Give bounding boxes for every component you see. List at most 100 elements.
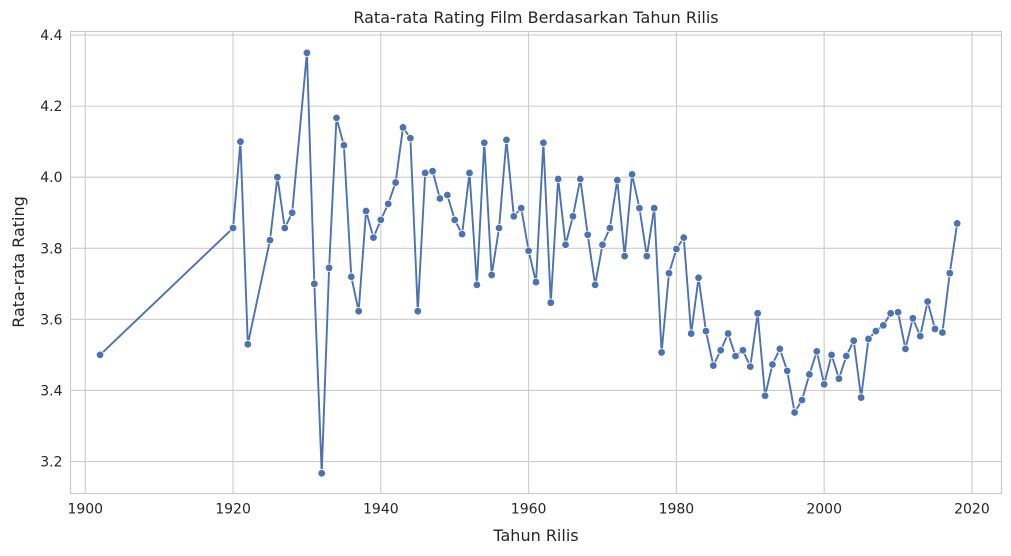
data-point [864,334,873,344]
data-point [952,219,962,228]
data-point [413,306,422,316]
data-point [908,314,918,323]
y-tick-label: 4.4 [40,28,62,44]
data-point [443,190,452,200]
data-point [716,346,725,355]
y-axis-label: Rata-rata Rating [9,196,28,328]
data-point [391,178,400,187]
x-tick-labels: 1900 1920 1940 1960 1980 2000 2020 [67,502,989,518]
data-point [465,168,474,178]
data-point [590,280,600,290]
grid-lines [70,31,1002,494]
data-point [731,351,740,361]
data-point [95,350,105,360]
data-point [760,391,770,400]
data-point [236,137,245,146]
data-point [502,135,511,145]
y-tick-label: 4.2 [40,99,62,115]
data-point [819,380,829,389]
data-point [746,362,755,371]
data-point [627,170,637,179]
data-point [531,277,541,287]
data-point [709,361,718,370]
data-point [398,123,408,132]
data-point [916,331,925,341]
x-tick-label: 1920 [215,502,251,518]
plot-area [69,30,1003,495]
data-point [650,203,659,213]
data-point [568,212,578,221]
data-point [347,272,356,281]
data-point [635,203,644,213]
data-point [620,251,629,261]
data-point [938,328,947,337]
data-point [923,297,932,306]
data-point [494,223,504,233]
x-tick-label: 1980 [659,502,695,518]
data-point [376,215,386,225]
data-point [642,251,652,261]
data-point [701,326,711,336]
data-point [243,340,253,349]
data-point [893,308,903,317]
data-point [856,393,866,402]
data-point [287,208,297,217]
data-point [317,469,326,478]
data-point [686,329,696,338]
data-point [723,329,733,338]
data-point [339,141,349,150]
data-point [517,203,526,213]
data-point [657,348,666,357]
data-point [354,306,363,316]
data-point [930,324,940,334]
data-point [879,321,888,330]
y-tick-label: 3.2 [40,455,62,471]
data-point [302,48,312,58]
data-point [672,244,681,254]
data-point [428,166,437,176]
data-point [509,212,519,221]
data-point [768,360,777,369]
data-point [871,326,881,336]
data-point [457,229,467,239]
data-markers [95,48,962,478]
data-point [834,374,844,383]
data-point [753,309,762,318]
data-point [664,268,674,278]
y-tick-label: 3.4 [40,383,62,399]
x-axis-label: Tahun Rilis [492,526,578,545]
data-point [435,194,445,203]
chart-title: Rata-rata Rating Film Berdasarkan Tahun … [353,8,718,27]
data-point [797,395,807,405]
x-tick-label: 2000 [806,502,842,518]
data-point [886,309,895,318]
data-point [324,263,334,273]
data-point [827,350,836,360]
data-point [783,366,792,376]
data-point [694,273,703,282]
data-point [598,240,607,249]
data-point [265,235,275,245]
data-point [812,347,821,356]
data-point [679,233,688,242]
data-point [369,233,378,242]
data-point [945,268,954,278]
data-point [273,173,282,182]
data-point [361,206,371,216]
data-point [280,223,289,233]
data-point [384,199,393,209]
data-point [738,346,748,355]
data-point [487,270,496,280]
data-point [524,246,533,255]
data-point [583,230,592,239]
data-point [561,240,570,249]
data-point [613,175,622,185]
data-point [472,280,482,290]
data-point [605,223,615,233]
data-point [842,351,851,361]
data-point [310,279,319,289]
x-tick-label: 1900 [67,502,103,518]
data-point [228,223,238,233]
y-tick-label: 4.0 [40,170,62,186]
data-point [775,344,785,354]
